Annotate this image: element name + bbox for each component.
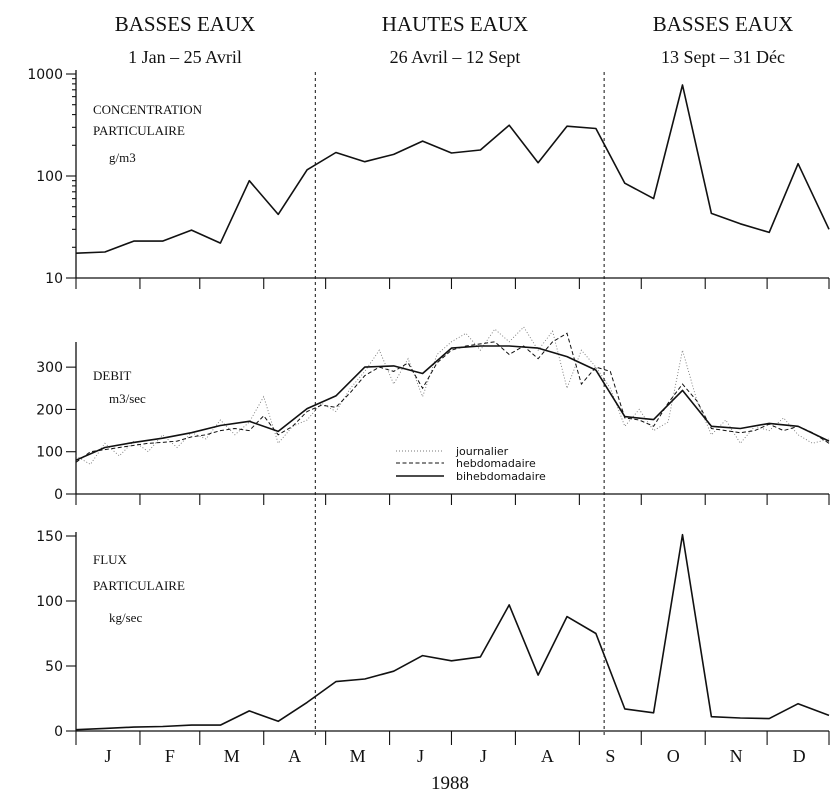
- month-tick-label: A: [541, 746, 554, 766]
- month-tick-label: N: [730, 746, 743, 766]
- concentration-y-tick-label: 1000: [27, 67, 63, 83]
- debit-label: DEBIT: [93, 368, 131, 383]
- flux-series-line: [75, 533, 830, 731]
- debit-y-tick-label: 300: [36, 360, 63, 376]
- concentration-label: CONCENTRATION: [93, 102, 203, 117]
- concentration-series-line: [75, 84, 830, 254]
- month-tick-label: M: [224, 746, 240, 766]
- concentration-y-tick-label: 10: [45, 271, 63, 287]
- month-tick-label: A: [288, 746, 301, 766]
- debit-y-tick-label: 0: [54, 487, 63, 503]
- legend: journalier hebdomadaire bihebdomadaire: [396, 445, 546, 483]
- flux-y-tick-label: 0: [54, 724, 63, 740]
- flux-y-tick-label: 50: [45, 659, 63, 675]
- plot-area: 10 100 1000 0 100 200 300 0 50 100 150 J F M A M J J A S O N D: [27, 67, 830, 766]
- flux-label: FLUX: [93, 552, 128, 567]
- period-title: BASSES EAUX: [653, 12, 794, 36]
- period-range: 13 Sept – 31 Déc: [661, 47, 785, 67]
- period-title: BASSES EAUX: [115, 12, 256, 36]
- concentration-y-tick-label: 100: [36, 169, 63, 185]
- debit-series-journalier: [75, 326, 830, 466]
- month-tick-label: J: [417, 746, 424, 766]
- period-range: 1 Jan – 25 Avril: [128, 47, 242, 67]
- legend-label-journalier: journalier: [455, 445, 509, 458]
- flux-y-tick-label: 150: [36, 529, 63, 545]
- month-tick-label: J: [480, 746, 487, 766]
- month-tick-label: J: [104, 746, 111, 766]
- legend-label-bihebdomadaire: bihebdomadaire: [456, 470, 546, 483]
- month-tick-label: D: [793, 746, 806, 766]
- concentration-unit: g/m3: [109, 150, 136, 165]
- month-tick-label: S: [605, 746, 615, 766]
- debit-series-bihebdomadaire: [75, 345, 830, 461]
- x-axis-title: 1988: [431, 773, 469, 794]
- month-tick-label: M: [350, 746, 366, 766]
- debit-y-tick-label: 100: [36, 445, 63, 461]
- flux-unit: kg/sec: [109, 610, 142, 625]
- concentration-label: PARTICULAIRE: [93, 123, 185, 138]
- flux-label: PARTICULAIRE: [93, 578, 185, 593]
- debit-y-tick-label: 200: [36, 402, 63, 418]
- month-tick-label: F: [165, 746, 175, 766]
- debit-series-hebdomadaire: [75, 332, 830, 463]
- flux-y-tick-label: 100: [36, 594, 63, 610]
- period-title: HAUTES EAUX: [382, 12, 528, 36]
- legend-label-hebdomadaire: hebdomadaire: [456, 457, 536, 470]
- debit-unit: m3/sec: [109, 391, 146, 406]
- month-tick-label: O: [667, 746, 680, 766]
- period-range: 26 Avril – 12 Sept: [390, 47, 521, 67]
